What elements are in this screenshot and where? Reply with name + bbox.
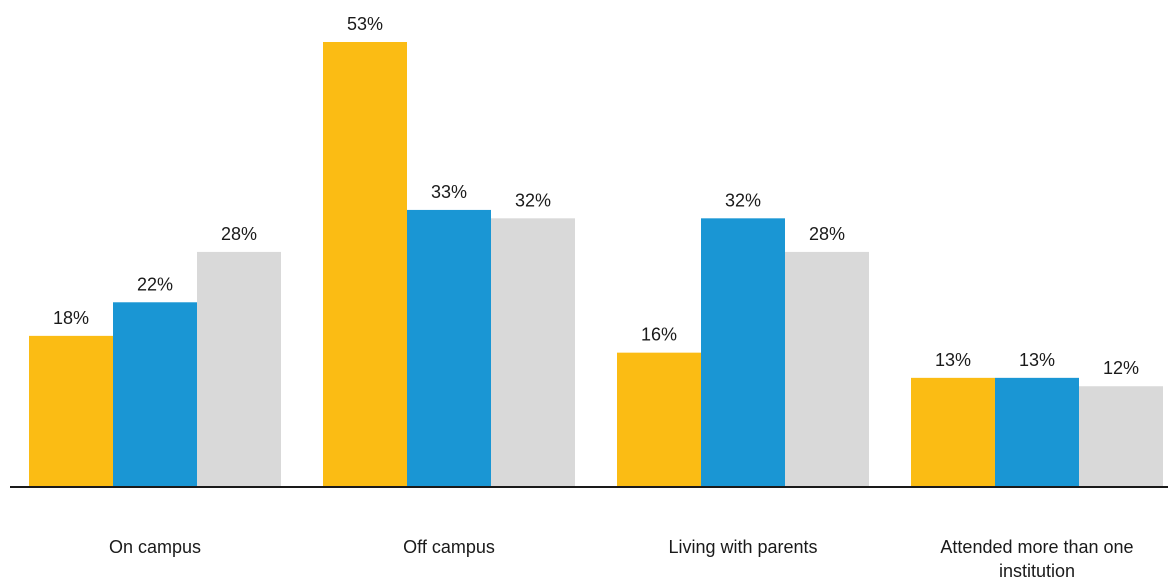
bar-value-label: 53% [347, 14, 383, 34]
bar-value-label: 33% [431, 182, 467, 202]
bar [113, 302, 197, 487]
category-label-line: On campus [109, 537, 201, 557]
category-label: Living with parents [668, 537, 817, 557]
bar [197, 251, 281, 487]
category-label-line: Off campus [403, 537, 495, 557]
bar-value-label: 16% [641, 325, 677, 345]
bar [785, 251, 869, 487]
bar [617, 352, 701, 487]
bar [29, 335, 113, 487]
bar-value-label: 13% [935, 350, 971, 370]
bar-value-label: 28% [809, 224, 845, 244]
category-label-line: Living with parents [668, 537, 817, 557]
bar [911, 377, 995, 487]
category-label-line: institution [999, 561, 1075, 581]
bars-group [29, 42, 1163, 488]
bar [407, 209, 491, 487]
bar-value-label: 12% [1103, 358, 1139, 378]
bar [701, 218, 785, 488]
bar-value-label: 18% [53, 308, 89, 328]
bar-value-label: 28% [221, 224, 257, 244]
category-label: Off campus [403, 537, 495, 557]
bar-value-label: 32% [725, 190, 761, 210]
bar [1079, 386, 1163, 487]
category-labels-group: On campus Off campus Living with parents At… [109, 537, 1134, 581]
value-labels-group: 18% 22% 28% 53% 33% 32% 16% 32% 28% 13% 13% 12% [53, 14, 1139, 378]
category-label: On campus [109, 537, 201, 557]
bar-value-label: 22% [137, 274, 173, 294]
bar-value-label: 13% [1019, 350, 1055, 370]
bar [995, 377, 1079, 487]
category-label-line: Attended more than one [940, 537, 1133, 557]
bar [491, 218, 575, 488]
bar [323, 42, 407, 487]
category-label: Attended more than one institution [940, 537, 1133, 581]
bar-value-label: 32% [515, 190, 551, 210]
